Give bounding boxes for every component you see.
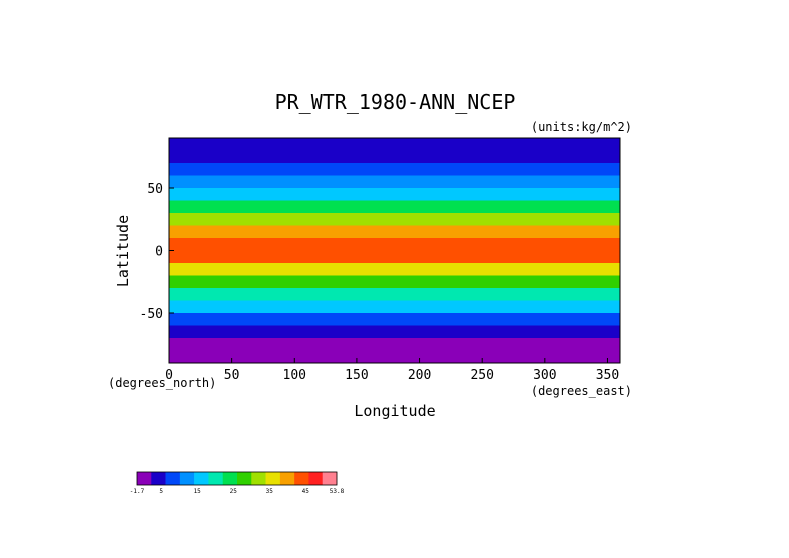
heat-band <box>169 225 620 239</box>
colorbar-swatch <box>322 472 338 485</box>
x-axis: 0 50 100 150 200 250 300 350 <box>165 358 619 383</box>
y-units-label: (degrees_north) <box>108 376 216 390</box>
colorbar-tick-label: 25 <box>230 488 238 495</box>
colorbar-tick-label: -1.7 <box>130 488 145 495</box>
colorbar-swatch <box>279 472 295 485</box>
heat-band <box>169 300 620 314</box>
x-tick-label: 200 <box>408 368 431 383</box>
y-axis-label: Latitude <box>114 215 132 287</box>
colorbar-swatch <box>294 472 309 485</box>
colorbar-swatch <box>308 472 324 485</box>
heat-band <box>169 288 620 301</box>
x-tick-label: 250 <box>470 368 493 383</box>
x-tick-label: 100 <box>283 368 306 383</box>
y-tick-label: -50 <box>140 307 163 322</box>
colorbar-swatch <box>222 472 238 485</box>
heat-band <box>169 213 620 226</box>
colorbar-tick-label: 35 <box>266 488 274 495</box>
heat-band <box>169 163 620 176</box>
colorbar-tick-label: 5 <box>159 488 163 495</box>
x-units-label: (degrees_east) <box>531 384 632 398</box>
heat-band <box>169 200 620 214</box>
x-axis-label: Longitude <box>354 402 435 420</box>
x-tick-label: 50 <box>224 368 240 383</box>
colorbar-swatch <box>265 472 281 485</box>
colorbar-swatch <box>179 472 195 485</box>
colorbar-swatch <box>208 472 224 485</box>
colorbar-swatch <box>137 472 152 485</box>
heat-band <box>169 313 620 326</box>
heat-band <box>169 263 620 276</box>
colorbar-swatch <box>194 472 209 485</box>
heat-band <box>169 175 620 189</box>
y-tick-label: 50 <box>147 182 163 197</box>
heatmap-field <box>169 138 620 364</box>
y-axis: 50 0 -50 <box>140 182 174 322</box>
colorbar-swatch <box>237 472 252 485</box>
x-tick-label: 300 <box>533 368 556 383</box>
units-label: (units:kg/m^2) <box>531 120 632 134</box>
heat-band <box>169 350 620 364</box>
heat-band <box>169 150 620 164</box>
colorbar-swatch <box>165 472 181 485</box>
colorbar-swatch <box>251 472 266 485</box>
x-tick-label: 0 <box>165 368 173 383</box>
colorbar-tick-label: 15 <box>194 488 202 495</box>
colorbar-swatch <box>151 472 166 485</box>
x-tick-label: 150 <box>345 368 368 383</box>
colorbar-tick-label: 53.8 <box>330 488 345 495</box>
heat-band <box>169 188 620 201</box>
colorbar-frame <box>136 471 338 486</box>
colorbar-tick-label: 45 <box>302 488 310 495</box>
colorbar: -1.7 5 15 25 35 45 53.8 <box>130 471 345 495</box>
heat-band <box>169 275 620 289</box>
chart-title: PR_WTR_1980-ANN_NCEP <box>275 90 516 114</box>
y-tick-label: 0 <box>155 245 163 260</box>
heat-band <box>169 250 620 264</box>
x-tick-label: 350 <box>596 368 619 383</box>
heat-band <box>169 338 620 351</box>
heat-band <box>169 138 620 151</box>
heat-band <box>169 325 620 339</box>
heat-band <box>169 238 620 251</box>
